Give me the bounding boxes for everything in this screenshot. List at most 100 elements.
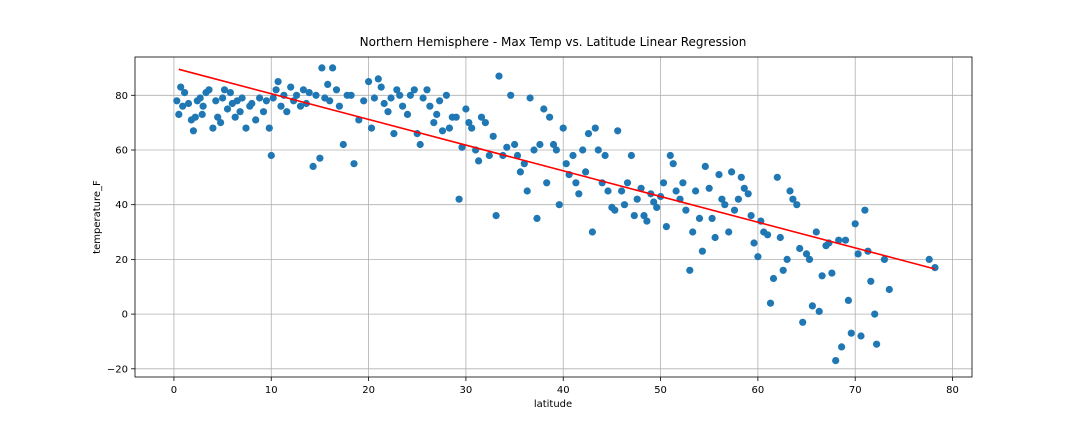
data-point — [885, 285, 893, 294]
data-point — [175, 110, 183, 118]
data-point — [730, 206, 739, 214]
data-point — [212, 97, 220, 105]
data-point — [575, 190, 583, 198]
data-point — [503, 143, 511, 151]
data-point — [812, 228, 820, 236]
data-point — [184, 99, 193, 108]
data-point — [701, 162, 709, 170]
data-point — [832, 357, 840, 365]
data-point — [650, 198, 658, 206]
data-point — [815, 307, 823, 315]
data-point — [805, 255, 814, 263]
data-point — [433, 110, 441, 118]
data-point — [601, 151, 609, 160]
data-point — [462, 105, 470, 113]
data-point — [627, 151, 636, 160]
data-point — [786, 187, 794, 195]
data-point — [562, 160, 570, 168]
data-point — [198, 110, 206, 118]
data-point — [220, 86, 229, 94]
data-point — [305, 89, 313, 97]
data-point — [526, 94, 534, 102]
data-point — [776, 233, 784, 242]
data-point — [844, 296, 853, 304]
data-point — [477, 113, 486, 121]
data-point — [513, 151, 522, 160]
data-point — [611, 206, 619, 214]
data-point — [552, 146, 561, 154]
data-point — [442, 91, 450, 99]
data-point — [718, 195, 726, 203]
y-tick-label: 60 — [115, 145, 128, 156]
data-point — [783, 255, 791, 263]
data-point — [312, 91, 320, 99]
data-point — [238, 94, 246, 102]
data-point — [329, 64, 337, 72]
data-point — [318, 64, 326, 72]
y-tick-label: 0 — [122, 310, 128, 321]
data-point — [277, 102, 285, 110]
x-tick-label: 10 — [265, 385, 278, 396]
data-point — [689, 228, 697, 236]
data-point — [269, 94, 277, 102]
data-point — [679, 179, 687, 187]
data-point — [754, 253, 762, 261]
data-point — [861, 206, 869, 214]
data-point — [248, 99, 256, 108]
data-point — [594, 146, 602, 154]
data-point — [177, 83, 185, 91]
data-point — [533, 214, 541, 222]
data-point — [695, 214, 704, 222]
data-point — [455, 195, 463, 203]
data-point — [452, 113, 460, 121]
data-point — [672, 187, 680, 195]
data-point — [350, 160, 358, 168]
data-point — [196, 94, 204, 102]
data-point — [725, 228, 733, 236]
data-point — [283, 108, 291, 116]
data-point — [380, 99, 388, 108]
data-point — [572, 179, 580, 187]
data-point — [766, 299, 775, 307]
data-point — [324, 80, 332, 88]
data-point — [316, 154, 324, 162]
data-point — [410, 86, 418, 94]
data-point — [296, 102, 305, 110]
data-point — [711, 233, 719, 242]
regression-line-group — [178, 68, 936, 270]
data-point — [640, 212, 648, 220]
data-point — [173, 97, 181, 105]
data-point — [838, 343, 846, 351]
data-point — [299, 86, 307, 94]
data-point — [569, 151, 577, 160]
data-point — [430, 119, 438, 127]
data-point — [734, 195, 743, 203]
data-point — [584, 130, 593, 138]
data-point — [620, 201, 629, 209]
data-point — [543, 179, 551, 187]
data-point — [267, 151, 275, 160]
data-point — [789, 195, 797, 203]
data-point — [698, 247, 707, 255]
data-point — [692, 187, 700, 195]
data-point — [256, 94, 264, 102]
data-point — [623, 179, 632, 187]
data-point — [851, 220, 859, 228]
data-point — [764, 231, 772, 239]
data-point — [793, 201, 801, 209]
data-point — [426, 102, 434, 110]
data-point — [871, 310, 879, 318]
data-point — [465, 119, 473, 127]
data-point — [481, 119, 489, 127]
data-point — [406, 91, 414, 99]
data-point — [377, 83, 385, 91]
data-point — [287, 83, 295, 91]
data-point — [854, 250, 862, 258]
data-point — [365, 78, 373, 86]
data-point — [396, 91, 404, 99]
data-point — [546, 113, 554, 121]
data-point — [582, 168, 590, 176]
data-point — [419, 94, 427, 102]
x-tick-label: 80 — [946, 385, 959, 396]
data-point — [666, 151, 674, 160]
